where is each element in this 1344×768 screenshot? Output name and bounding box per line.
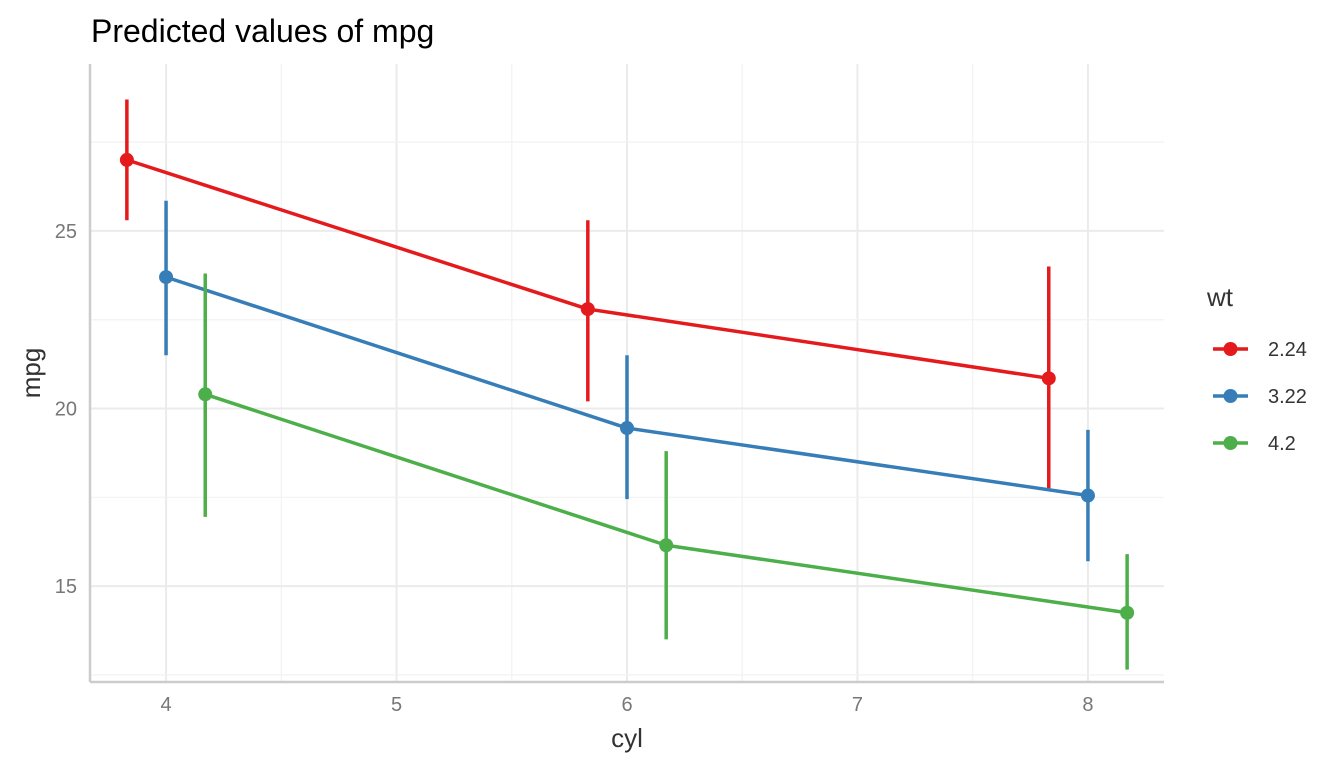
x-tick-label: 7 [852, 694, 863, 716]
legend-item: 4.2 [1213, 433, 1296, 455]
legend-label: 4.2 [1268, 433, 1296, 455]
data-point [580, 302, 595, 317]
series-2.24 [119, 99, 1056, 489]
data-point [620, 421, 634, 436]
x-tick-label: 6 [621, 694, 632, 716]
x-tick-label: 4 [160, 694, 171, 716]
legend-key-point [1223, 436, 1238, 450]
y-axis-title: mpg [16, 348, 46, 399]
data-point [1080, 488, 1095, 503]
legend-label: 2.24 [1268, 339, 1307, 361]
data-point [119, 152, 134, 167]
data-point [659, 538, 674, 553]
series-3.22 [159, 200, 1095, 562]
axes [88, 64, 1164, 684]
y-tick-label: 20 [55, 399, 77, 421]
chart-title: Predicted values of mpg [91, 13, 434, 49]
x-axis-title: cyl [611, 723, 643, 753]
y-tick-labels: 15 20 25 [55, 221, 77, 598]
data-point [1120, 605, 1135, 620]
data-point [198, 387, 213, 402]
data-point [1041, 371, 1056, 386]
legend-key-point [1223, 342, 1238, 356]
x-tick-labels: 4 5 6 7 8 [160, 694, 1093, 716]
y-tick-label: 15 [55, 576, 77, 598]
series-4.2 [198, 273, 1135, 670]
series-layer [119, 99, 1135, 670]
y-tick-label: 25 [55, 221, 77, 243]
legend-item: 3.22 [1213, 386, 1307, 408]
legend-label: 3.22 [1268, 386, 1307, 408]
x-tick-label: 8 [1082, 694, 1093, 716]
legend-title: wt [1206, 282, 1234, 312]
x-tick-label: 5 [391, 694, 402, 716]
legend: wt 2.24 3.22 4.2 [1206, 282, 1307, 455]
legend-items: 2.24 3.22 4.2 [1213, 339, 1307, 455]
legend-key-point [1223, 389, 1238, 403]
data-point [159, 270, 174, 285]
legend-item: 2.24 [1213, 339, 1307, 361]
